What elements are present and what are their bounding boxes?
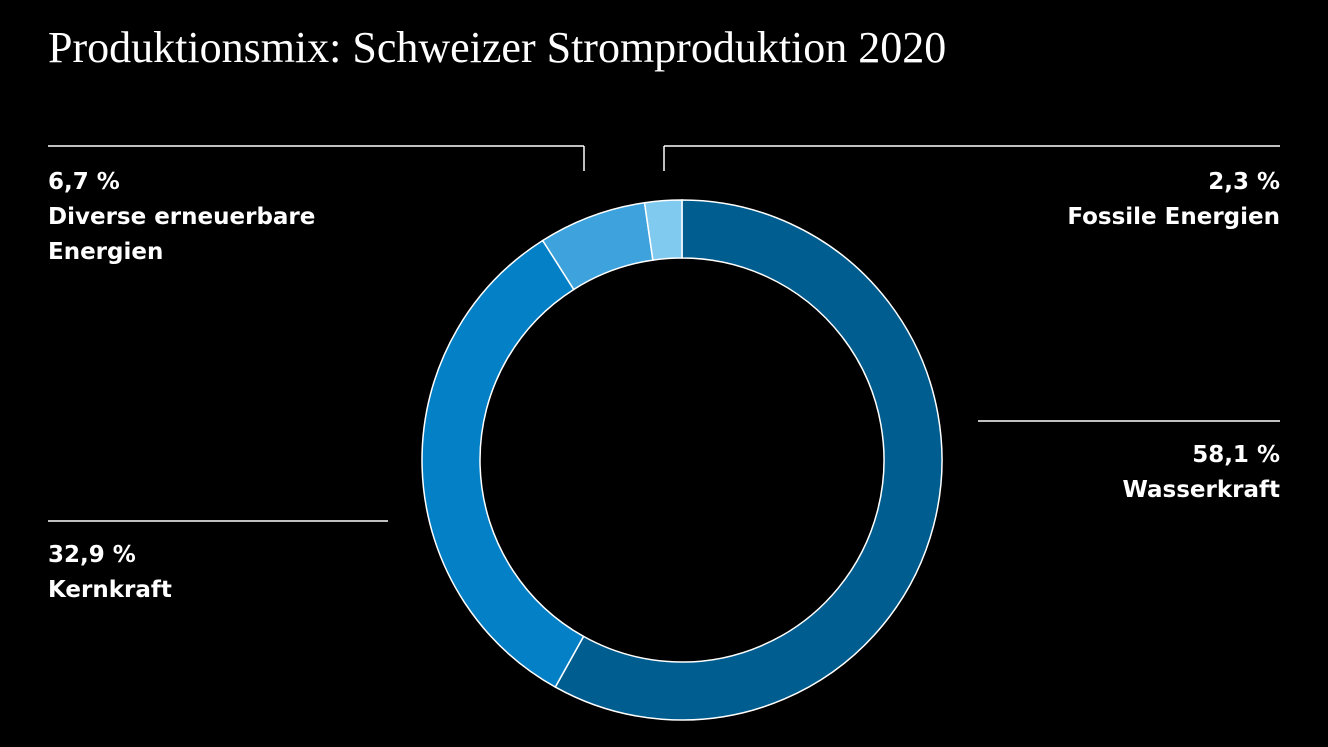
category-label: Fossile Energien: [1067, 204, 1280, 230]
value-label: 2,3 %: [1208, 169, 1280, 195]
slice-label: 58,1 % Wasserkraft: [980, 438, 1280, 508]
value-label: 32,9 %: [48, 542, 136, 568]
chart-title: Produktionsmix: Schweizer Stromproduktio…: [48, 23, 947, 72]
category-label: Diverse erneuerbare Energien: [48, 204, 316, 265]
slice-label: 2,3 % Fossile Energien: [980, 165, 1280, 235]
donut-segment: [643, 199, 683, 261]
donut-segment: [554, 199, 943, 721]
slice-label: 32,9 % Kernkraft: [48, 538, 378, 608]
donut-segment: [421, 239, 585, 689]
value-label: 58,1 %: [1192, 442, 1280, 468]
value-label: 6,7 %: [48, 169, 120, 195]
slice-label: 6,7 % Diverse erneuerbare Energien: [48, 165, 348, 270]
category-label: Kernkraft: [48, 577, 172, 603]
category-label: Wasserkraft: [1122, 477, 1280, 503]
